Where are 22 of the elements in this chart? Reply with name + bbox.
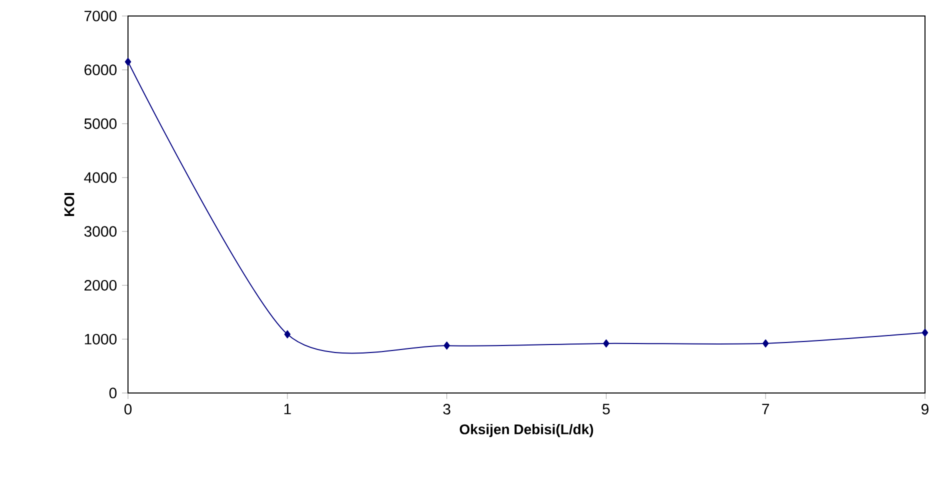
y-tick-label: 4000 xyxy=(84,172,117,183)
y-tick-label: 6000 xyxy=(84,64,117,76)
point xyxy=(922,328,928,337)
y-tick-label: 2000 xyxy=(84,280,117,291)
y-tick-label: 0 xyxy=(109,388,117,398)
x-tick-label: 3 xyxy=(443,404,450,414)
y-tick-label: 1000 xyxy=(84,334,117,344)
x-tick-label: 7 xyxy=(762,404,770,414)
x-tick-label: 5 xyxy=(602,404,610,414)
x-tick-label: 1 xyxy=(284,404,291,414)
y-tick-label: 7000 xyxy=(84,10,117,22)
x-axis-title: Oksijen Debisi(L/dk) xyxy=(460,424,594,438)
point xyxy=(444,342,450,350)
x-tick-label: 0 xyxy=(124,404,132,414)
point xyxy=(603,339,610,348)
point xyxy=(124,58,132,66)
x-tick-label: 9 xyxy=(922,404,928,414)
y-tick-label: 5000 xyxy=(84,118,117,130)
y-tick-label: 3000 xyxy=(84,226,117,237)
y-axis-title: KOI xyxy=(64,193,74,216)
point xyxy=(762,339,769,348)
point xyxy=(284,330,291,338)
